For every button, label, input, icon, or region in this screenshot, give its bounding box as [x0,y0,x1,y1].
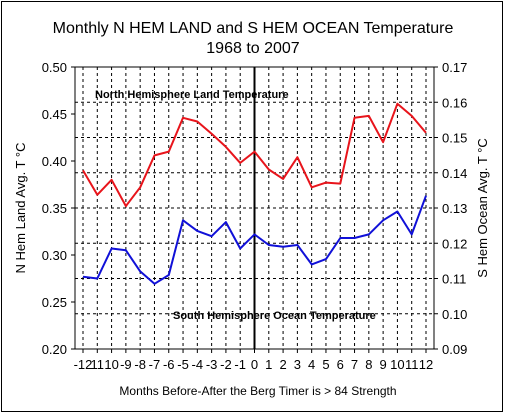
left-tick-label: 0.30 [42,248,67,263]
series-layer [82,102,427,285]
chart-title: Monthly N HEM LAND and S HEM OCEAN Tempe… [53,20,454,37]
series-line-south-ocean [82,195,427,285]
left-tick-label: 0.40 [42,154,67,169]
x-tick-label: 1 [265,357,272,372]
x-tick-label: 11 [405,357,419,372]
right-tick-label: 0.14 [442,166,467,181]
left-tick-label: 0.35 [42,201,67,216]
x-tick-label: -9 [120,357,132,372]
x-tick-label: 11 [91,357,105,372]
south-annotation: South Hemisphere Ocean Temperature [173,310,376,322]
x-tick-label: 12 [419,357,433,372]
x-tick-label: 4 [308,357,315,372]
left-tick-label: 0.50 [42,60,67,75]
series-line-north-land [82,102,427,208]
right-tick-label: 0.17 [442,60,467,75]
x-tick-label: -4 [192,357,204,372]
x-tick-label: -12 [74,357,93,372]
x-axis-label: Months Before-After the Berg Timer is > … [119,384,396,398]
right-tick-label: 0.09 [442,342,467,357]
left-tick-label: 0.20 [42,342,67,357]
x-tick-label: 0 [251,357,258,372]
north-annotation: North Hemisphere Land Temperature [95,89,289,101]
left-tick-label: 0.45 [42,107,67,122]
right-tick-label: 0.16 [442,95,467,110]
x-tick-label: 8 [365,357,372,372]
left-axis-label: N Hem Land Avg. T °C [13,143,28,274]
right-tick-label: 0.13 [442,201,467,216]
x-tick-label: -6 [163,357,175,372]
right-tick-label: 0.11 [442,272,466,287]
right-tick-label: 0.15 [442,131,467,146]
x-tick-label: 2 [279,357,286,372]
x-tick-label: -3 [206,357,218,372]
x-tick-label: 7 [351,357,358,372]
x-tick-label: -2 [220,357,232,372]
x-tick-label: -5 [177,357,189,372]
x-tick-label: -8 [134,357,146,372]
x-tick-label: 6 [337,357,344,372]
x-tick-label: -1 [234,357,246,372]
x-tick-label: 9 [380,357,387,372]
right-tick-label: 0.10 [442,307,467,322]
right-axis-label: S Hem Ocean Avg. T °C [475,138,490,278]
x-tick-label: 10 [104,357,118,372]
chart-subtitle: 1968 to 2007 [206,40,300,57]
right-tick-label: 0.12 [442,236,467,251]
x-tick-label: -7 [149,357,161,372]
x-tick-label: 10 [390,357,404,372]
left-tick-label: 0.25 [42,295,67,310]
x-tick-label: 5 [322,357,329,372]
x-tick-label: 3 [294,357,301,372]
